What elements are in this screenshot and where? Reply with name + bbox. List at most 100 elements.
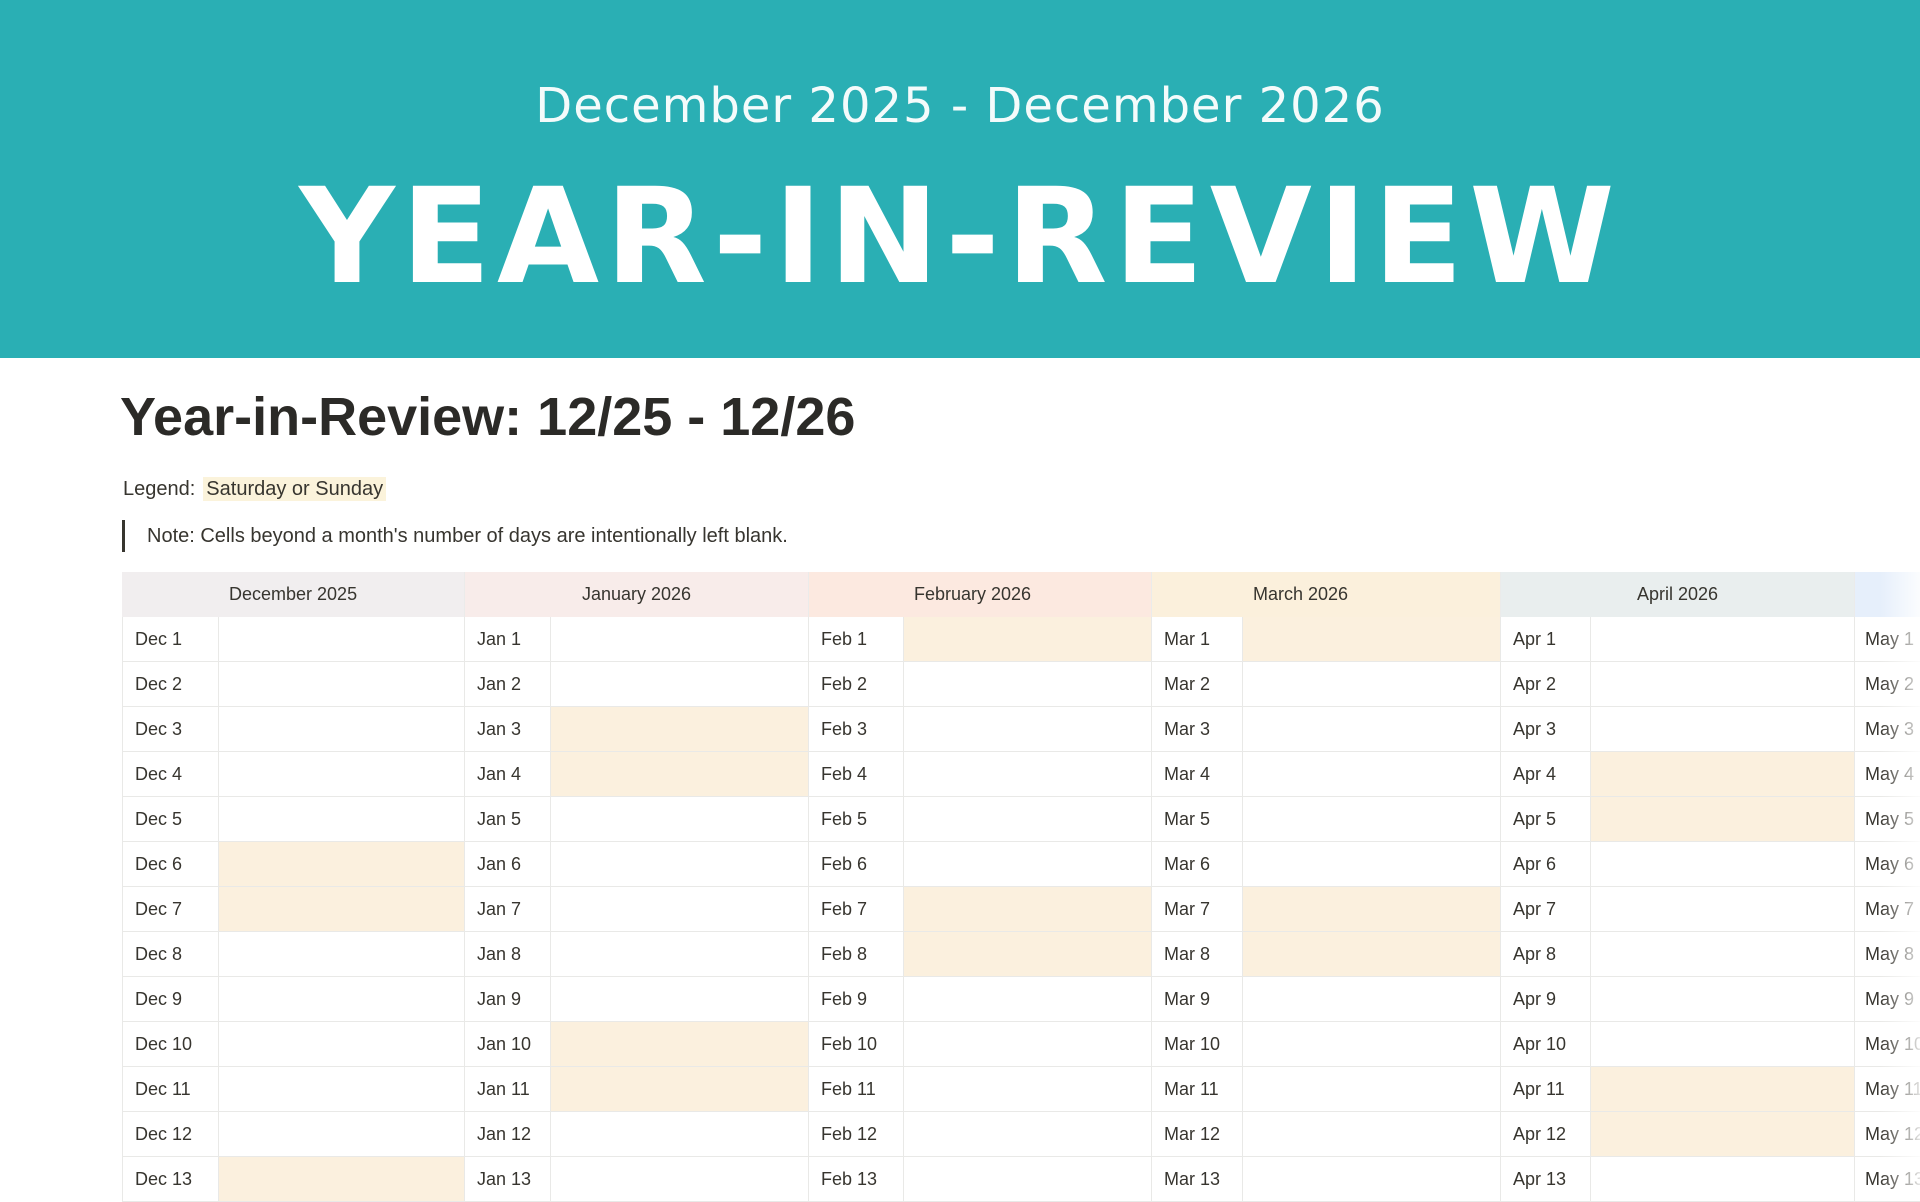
day-label-cell[interactable]: Mar 11 — [1152, 1067, 1243, 1112]
day-label-cell[interactable]: Apr 13 — [1501, 1157, 1591, 1202]
day-label-cell[interactable]: Jan 4 — [465, 752, 551, 797]
day-label-cell[interactable]: Feb 10 — [809, 1022, 904, 1067]
day-entry-cell[interactable] — [1591, 707, 1855, 752]
day-entry-cell[interactable] — [219, 977, 465, 1022]
day-label-cell[interactable]: Dec 5 — [122, 797, 219, 842]
day-entry-cell[interactable] — [551, 977, 809, 1022]
day-label-cell[interactable]: Jan 9 — [465, 977, 551, 1022]
day-entry-cell[interactable] — [1243, 842, 1501, 887]
day-entry-cell[interactable] — [904, 1157, 1152, 1202]
day-label-cell[interactable]: Apr 5 — [1501, 797, 1591, 842]
day-label-cell[interactable]: Dec 1 — [122, 617, 219, 662]
day-label-cell[interactable]: Mar 7 — [1152, 887, 1243, 932]
day-entry-cell[interactable] — [219, 617, 465, 662]
day-label-cell[interactable]: Jan 10 — [465, 1022, 551, 1067]
day-label-cell[interactable]: Apr 7 — [1501, 887, 1591, 932]
day-label-cell[interactable]: Apr 12 — [1501, 1112, 1591, 1157]
day-label-cell[interactable]: Mar 8 — [1152, 932, 1243, 977]
day-entry-cell[interactable] — [219, 707, 465, 752]
day-label-cell[interactable]: Feb 8 — [809, 932, 904, 977]
day-entry-cell[interactable] — [904, 842, 1152, 887]
day-entry-cell[interactable] — [1591, 1157, 1855, 1202]
month-header[interactable]: March 2026 — [1152, 572, 1501, 617]
day-entry-cell[interactable] — [1243, 662, 1501, 707]
weekend-entry-cell[interactable] — [1243, 617, 1501, 662]
day-label-cell[interactable]: Feb 1 — [809, 617, 904, 662]
day-label-cell[interactable]: Jan 6 — [465, 842, 551, 887]
day-entry-cell[interactable] — [904, 1067, 1152, 1112]
day-entry-cell[interactable] — [551, 617, 809, 662]
day-label-cell[interactable]: Jan 3 — [465, 707, 551, 752]
day-entry-cell[interactable] — [219, 1067, 465, 1112]
day-label-cell[interactable]: Mar 9 — [1152, 977, 1243, 1022]
day-label-cell[interactable]: Feb 11 — [809, 1067, 904, 1112]
weekend-entry-cell[interactable] — [1243, 887, 1501, 932]
day-label-cell[interactable]: Mar 5 — [1152, 797, 1243, 842]
day-entry-cell[interactable] — [904, 977, 1152, 1022]
weekend-entry-cell[interactable] — [551, 707, 809, 752]
day-label-cell[interactable]: Jan 13 — [465, 1157, 551, 1202]
day-label-cell[interactable]: Feb 5 — [809, 797, 904, 842]
day-label-cell[interactable]: Dec 12 — [122, 1112, 219, 1157]
day-entry-cell[interactable] — [219, 752, 465, 797]
day-label-cell[interactable]: Dec 3 — [122, 707, 219, 752]
weekend-entry-cell[interactable] — [1591, 752, 1855, 797]
day-entry-cell[interactable] — [904, 1112, 1152, 1157]
day-entry-cell[interactable] — [904, 752, 1152, 797]
day-label-cell[interactable]: Mar 4 — [1152, 752, 1243, 797]
day-label-cell[interactable]: Dec 13 — [122, 1157, 219, 1202]
weekend-entry-cell[interactable] — [1243, 932, 1501, 977]
day-label-cell[interactable]: Mar 3 — [1152, 707, 1243, 752]
day-entry-cell[interactable] — [219, 662, 465, 707]
day-entry-cell[interactable] — [551, 932, 809, 977]
day-label-cell[interactable]: Jan 12 — [465, 1112, 551, 1157]
day-entry-cell[interactable] — [551, 1112, 809, 1157]
day-label-cell[interactable]: Apr 6 — [1501, 842, 1591, 887]
day-entry-cell[interactable] — [219, 1112, 465, 1157]
day-label-cell[interactable]: Dec 11 — [122, 1067, 219, 1112]
day-label-cell[interactable]: Apr 8 — [1501, 932, 1591, 977]
month-header[interactable]: January 2026 — [465, 572, 809, 617]
day-entry-cell[interactable] — [1243, 1067, 1501, 1112]
day-label-cell[interactable]: Apr 2 — [1501, 662, 1591, 707]
day-label-cell[interactable]: Apr 4 — [1501, 752, 1591, 797]
day-label-cell[interactable]: Apr 11 — [1501, 1067, 1591, 1112]
weekend-entry-cell[interactable] — [1591, 1067, 1855, 1112]
day-entry-cell[interactable] — [551, 842, 809, 887]
day-entry-cell[interactable] — [1591, 617, 1855, 662]
day-label-cell[interactable]: Mar 6 — [1152, 842, 1243, 887]
day-label-cell[interactable]: Dec 9 — [122, 977, 219, 1022]
day-label-cell[interactable]: Mar 12 — [1152, 1112, 1243, 1157]
day-entry-cell[interactable] — [219, 797, 465, 842]
day-label-cell[interactable]: Mar 13 — [1152, 1157, 1243, 1202]
day-entry-cell[interactable] — [1591, 977, 1855, 1022]
day-label-cell[interactable]: Feb 2 — [809, 662, 904, 707]
month-header[interactable]: February 2026 — [809, 572, 1152, 617]
day-label-cell[interactable]: Dec 10 — [122, 1022, 219, 1067]
day-entry-cell[interactable] — [1243, 752, 1501, 797]
day-entry-cell[interactable] — [1243, 977, 1501, 1022]
day-label-cell[interactable]: Jan 5 — [465, 797, 551, 842]
day-label-cell[interactable]: Jan 1 — [465, 617, 551, 662]
day-entry-cell[interactable] — [1243, 1112, 1501, 1157]
weekend-entry-cell[interactable] — [219, 842, 465, 887]
day-entry-cell[interactable] — [904, 662, 1152, 707]
day-label-cell[interactable]: Feb 3 — [809, 707, 904, 752]
weekend-entry-cell[interactable] — [904, 932, 1152, 977]
day-label-cell[interactable]: Feb 9 — [809, 977, 904, 1022]
day-label-cell[interactable]: Jan 8 — [465, 932, 551, 977]
weekend-entry-cell[interactable] — [904, 887, 1152, 932]
weekend-entry-cell[interactable] — [219, 887, 465, 932]
day-label-cell[interactable]: Feb 7 — [809, 887, 904, 932]
day-label-cell[interactable]: Mar 10 — [1152, 1022, 1243, 1067]
day-entry-cell[interactable] — [1591, 842, 1855, 887]
day-entry-cell[interactable] — [1591, 1022, 1855, 1067]
day-label-cell[interactable]: Mar 2 — [1152, 662, 1243, 707]
day-entry-cell[interactable] — [1243, 707, 1501, 752]
day-label-cell[interactable]: Dec 8 — [122, 932, 219, 977]
month-header[interactable]: December 2025 — [122, 572, 465, 617]
day-entry-cell[interactable] — [1591, 662, 1855, 707]
day-label-cell[interactable]: Jan 11 — [465, 1067, 551, 1112]
day-entry-cell[interactable] — [1591, 932, 1855, 977]
day-label-cell[interactable]: Jan 7 — [465, 887, 551, 932]
